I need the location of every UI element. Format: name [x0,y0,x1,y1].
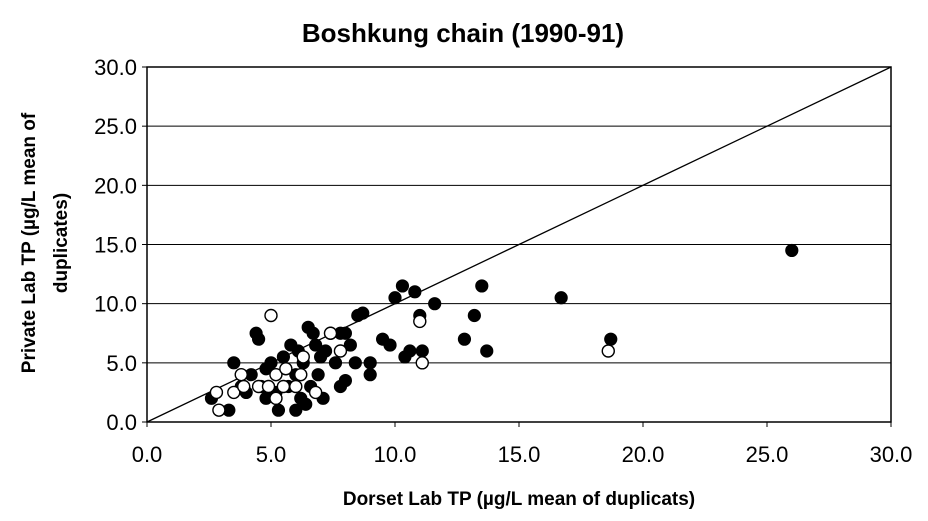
filled-point-27 [311,368,325,382]
y-axis-label-line-1: Private Lab TP (µg/L mean of [19,112,40,373]
open-point-17 [333,344,348,358]
y-tick-label-6: 30.0 [94,55,137,80]
y-tick-label-2: 10.0 [94,292,137,317]
x-tick-label-2: 10.0 [374,442,417,467]
filled-point-25 [306,326,320,340]
x-tick-label-3: 15.0 [498,442,541,467]
y-tick-label-3: 15.0 [94,233,137,258]
open-point-20 [601,344,615,358]
filled-point-45 [388,291,402,305]
filled-point-44 [383,338,397,352]
open-point-12 [289,379,303,394]
filled-point-14 [276,350,290,364]
open-point-0 [209,385,224,400]
filled-point-57 [554,291,568,305]
open-point-16 [323,326,338,340]
x-tick-label-0: 0.0 [132,442,163,467]
filled-point-17 [289,403,303,417]
open-point-6 [261,379,276,394]
data-points [204,243,799,417]
x-tick-label-4: 20.0 [622,442,665,467]
filled-point-2 [227,356,241,370]
y-axis-ticks: 0.0 5.0 10.0 15.0 20.0 25.0 30.0 [94,55,147,435]
filled-point-48 [403,344,417,358]
filled-point-52 [428,297,442,311]
filled-point-35 [338,373,352,388]
filled-point-13 [271,403,286,417]
filled-point-30 [318,344,333,358]
chart-title: Boshkung chain (1990-91) [302,18,624,48]
open-point-2 [227,385,241,400]
open-point-4 [237,379,251,394]
filled-point-58 [604,332,618,346]
open-point-13 [294,367,308,382]
y-axis-label-line-2: duplicates) [51,193,72,293]
y-tick-label-0: 0.0 [106,410,137,435]
open-point-18 [413,314,427,329]
filled-point-32 [328,356,343,370]
filled-point-51 [415,344,429,358]
open-point-11 [279,362,293,376]
filled-point-55 [475,279,489,293]
filled-point-7 [252,332,266,346]
filled-point-42 [363,368,377,382]
filled-point-59 [785,243,799,258]
x-tick-label-5: 25.0 [746,442,789,467]
open-point-15 [308,385,323,400]
filled-point-38 [348,356,362,370]
filled-point-41 [363,356,377,370]
filled-point-26 [309,338,323,352]
filled-point-46 [395,279,410,293]
open-point-8 [269,391,283,406]
filled-point-11 [264,356,278,370]
x-tick-label-6: 30.0 [870,442,913,467]
x-tick-label-1: 5.0 [256,442,287,467]
open-point-3 [234,367,248,382]
y-tick-label-1: 5.0 [106,351,137,376]
x-axis-ticks: 0.0 5.0 10.0 15.0 20.0 25.0 30.0 [132,422,913,467]
filled-point-53 [457,332,472,346]
filled-point-37 [343,338,357,352]
filled-point-40 [356,306,370,320]
filled-point-22 [299,397,313,411]
open-point-7 [264,308,278,323]
open-point-14 [296,350,310,364]
filled-point-54 [467,308,481,323]
filled-point-56 [480,344,494,358]
open-point-1 [212,403,226,417]
filled-point-49 [408,285,422,299]
filled-point-36 [338,326,352,340]
open-point-10 [276,379,291,394]
y-tick-label-5: 25.0 [94,114,137,139]
open-point-9 [269,367,283,382]
y-tick-label-4: 20.0 [94,173,137,198]
open-point-19 [415,356,429,370]
x-axis-label: Dorset Lab TP (µg/L mean of duplicats) [343,489,695,510]
